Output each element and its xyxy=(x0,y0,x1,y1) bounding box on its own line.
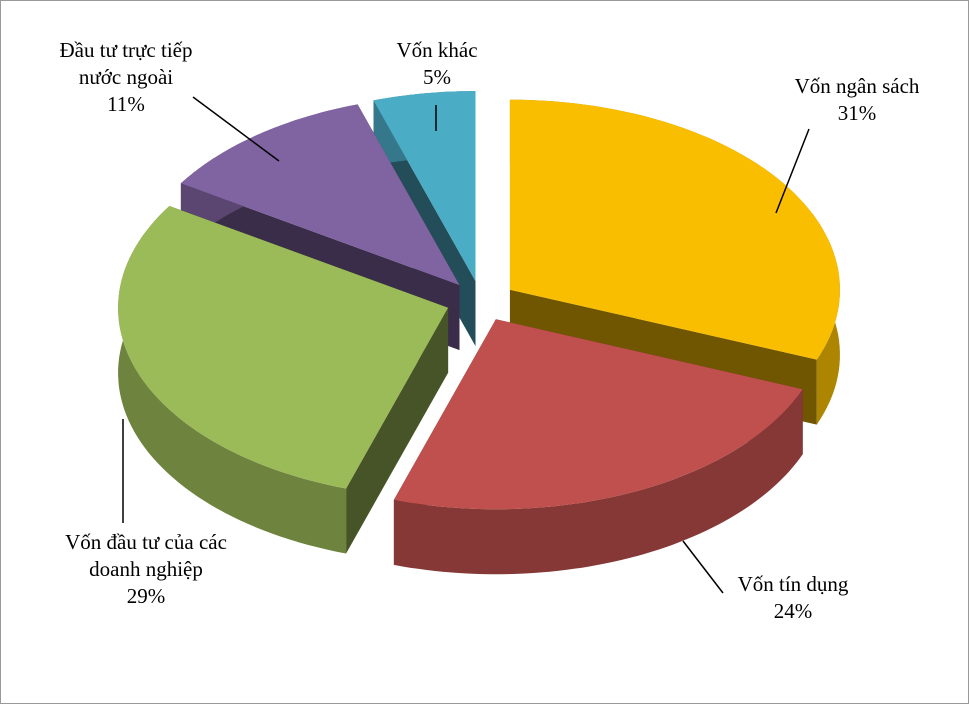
value-label: 24% xyxy=(773,599,813,623)
value-label: 11% xyxy=(107,92,145,116)
leader-line xyxy=(682,540,724,594)
slice-wall xyxy=(118,206,347,554)
data-label: Vốn ngân sách 31% xyxy=(757,73,957,127)
leader-line xyxy=(192,96,280,162)
slice-side xyxy=(346,307,449,554)
data-label: Vốn khác 5% xyxy=(362,37,512,91)
category-label: Vốn đầu tư của các doanh nghiệp xyxy=(65,530,227,581)
leader-line xyxy=(775,128,810,214)
data-label: Vốn tín dụng 24% xyxy=(693,571,893,625)
value-label: 31% xyxy=(837,101,877,125)
category-label: Đầu tư trực tiếp nước ngoài xyxy=(59,38,193,89)
slice xyxy=(393,319,803,510)
slice xyxy=(118,206,449,489)
value-label: 29% xyxy=(126,584,166,608)
slice xyxy=(373,91,476,282)
category-label: Vốn khác xyxy=(396,38,478,62)
slice xyxy=(509,99,840,360)
category-label: Vốn ngân sách xyxy=(794,74,920,98)
category-label: Vốn tín dụng xyxy=(737,572,849,596)
data-label: Đầu tư trực tiếp nước ngoài 11% xyxy=(51,37,201,118)
slice xyxy=(180,104,460,286)
slice-wall xyxy=(393,389,803,575)
value-label: 5% xyxy=(423,65,451,89)
data-label: Vốn đầu tư của các doanh nghiệp 29% xyxy=(64,529,229,610)
